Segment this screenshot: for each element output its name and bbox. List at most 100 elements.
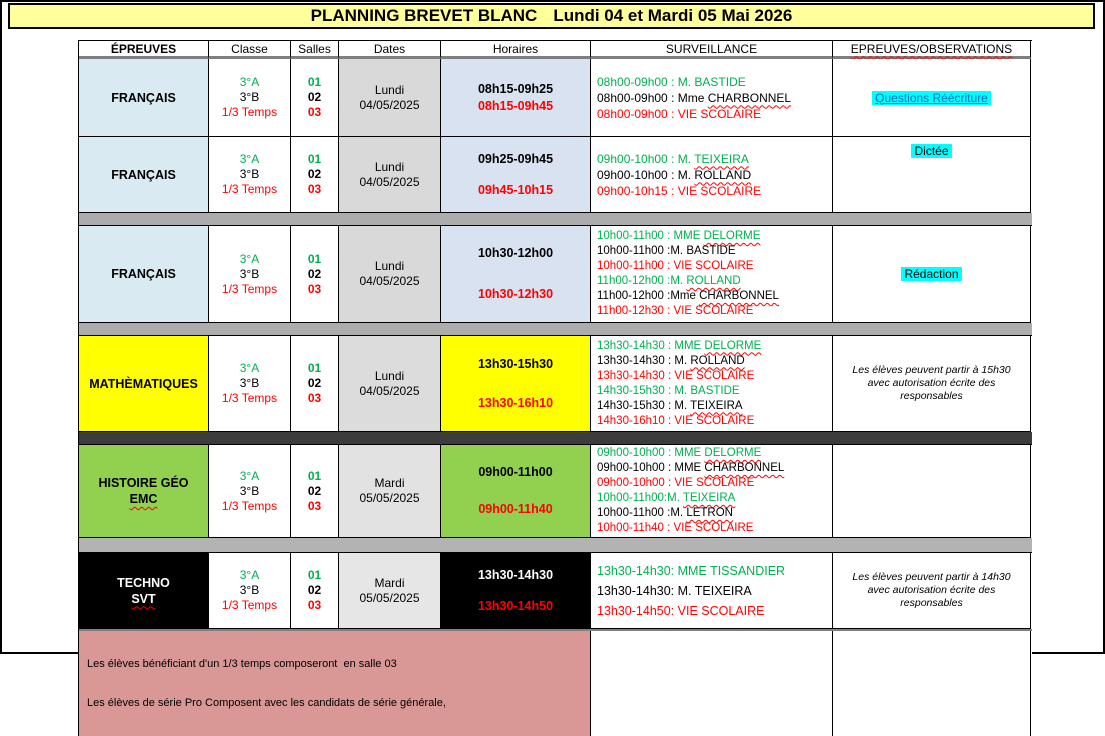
classe-value: 3°A bbox=[239, 361, 260, 375]
cell-epreuve: FRANÇAIS bbox=[79, 226, 209, 323]
surveillance-line: 10h00-11h00 :M. BASTIDE bbox=[597, 245, 736, 257]
surveillance-line: 11h00-12h30 : VIE SCOLAIRE bbox=[597, 305, 754, 317]
surveillance-line: 13h30-14h30: M. TEIXEIRA bbox=[597, 583, 752, 598]
row-separator bbox=[79, 213, 1032, 226]
classe-value: 3°B bbox=[239, 167, 260, 181]
cell-salles: 01 02 03 bbox=[291, 336, 339, 432]
schedule-row-francais-2: FRANÇAIS 3°A 3°B 1/3 Temps 01 02 03 Lundi 04/05/… bbox=[79, 137, 1032, 213]
cell-classe: 3°A 3°B 1/3 Temps bbox=[209, 336, 291, 432]
cell-classe: 3°A 3°B 1/3 Temps bbox=[209, 59, 291, 137]
cell-horaires: 10h30-12h00 10h30-12h30 bbox=[441, 226, 591, 323]
horaire-value: 13h30-16h10 bbox=[477, 395, 554, 410]
schedule-row-francais-3: FRANÇAIS 3°A 3°B 1/3 Temps 01 02 03 Lundi 04/05/… bbox=[79, 226, 1032, 323]
salle-value: 02 bbox=[307, 483, 322, 498]
footer-empty-cell-observations bbox=[833, 631, 1031, 736]
date-value: 05/05/2025 bbox=[359, 590, 420, 605]
cell-epreuve: MATHÈMATIQUES bbox=[79, 336, 209, 432]
classe-value: 3°A bbox=[239, 468, 260, 483]
epreuve-label: FRANÇAIS bbox=[111, 267, 176, 281]
page-title: PLANNING BREVET BLANC bbox=[310, 6, 538, 25]
classe-value: 3°B bbox=[239, 483, 260, 498]
salle-value: 03 bbox=[307, 105, 322, 119]
cell-classe: 3°A 3°B 1/3 Temps bbox=[209, 553, 291, 629]
salle-value: 01 bbox=[307, 75, 322, 89]
surveillance-line: 10h00-11h00 : MME DELORME bbox=[597, 230, 761, 242]
surveillance-line: 13h30-14h50: VIE SCOLAIRE bbox=[597, 603, 765, 618]
classe-value: 3°B bbox=[239, 90, 260, 104]
horaire-value: 10h30-12h30 bbox=[477, 287, 554, 301]
cell-surveillance: 10h00-11h00 : MME DELORME 10h00-11h00 :M.… bbox=[591, 226, 833, 323]
cell-epreuve: FRANÇAIS bbox=[79, 137, 209, 213]
date-value: 04/05/2025 bbox=[359, 274, 420, 288]
horaire-value: 09h00-11h00 bbox=[478, 465, 553, 479]
cell-classe: 3°A 3°B 1/3 Temps bbox=[209, 137, 291, 213]
surveillance-line: 09h00-10h00 : MME CHARBONNEL bbox=[597, 462, 785, 474]
footer-row: Les élèves bénéficiant d'un 1/3 temps co… bbox=[79, 629, 1032, 736]
cell-horaires: 13h30-15h30 13h30-16h10 bbox=[441, 336, 591, 432]
footer-note-cell: Les élèves bénéficiant d'un 1/3 temps co… bbox=[79, 631, 591, 736]
cell-horaires: 09h25-09h45 09h45-10h15 bbox=[441, 137, 591, 213]
cell-observation: Dictée bbox=[833, 137, 1031, 213]
date-value: 04/05/2025 bbox=[359, 383, 420, 398]
cell-surveillance: 08h00-09h00 : M. BASTIDE 08h00-09h00 : Mm… bbox=[591, 59, 833, 137]
cell-salles: 01 02 03 bbox=[291, 137, 339, 213]
cell-observation: Les élèves peuvent partir à 14h30 avec a… bbox=[833, 553, 1031, 629]
epreuve-label: EMC bbox=[129, 492, 158, 506]
cell-epreuve: FRANÇAIS bbox=[79, 59, 209, 137]
cell-observation bbox=[833, 445, 1031, 538]
surveillance-line: 10h00-11h40 : VIE SCOLAIRE bbox=[597, 522, 754, 534]
date-value: Mardi bbox=[374, 575, 405, 590]
observation-note: Les élèves peuvent partir à 14h30 avec a… bbox=[852, 571, 1011, 609]
horaire-value: 10h30-12h00 bbox=[477, 246, 554, 260]
horaire-value: 08h15-09h45 bbox=[477, 98, 554, 113]
classe-value: 1/3 Temps bbox=[221, 182, 278, 196]
footer-note-line-1: Les élèves bénéficiant d'un 1/3 temps co… bbox=[87, 658, 397, 670]
surveillance-line: 14h30-16h10 : VIE SCOLAIRE bbox=[597, 414, 755, 427]
salle-value: 01 bbox=[307, 251, 322, 266]
salle-value: 03 bbox=[307, 391, 322, 405]
cell-dates: Lundi 04/05/2025 bbox=[339, 137, 441, 213]
horaire-value: 09h00-11h40 bbox=[478, 502, 553, 516]
classe-value: 3°B bbox=[239, 583, 260, 597]
column-header-epreuves: ÉPREUVES bbox=[79, 41, 209, 59]
column-header-surveillance: SURVEILLANCE bbox=[591, 41, 833, 59]
schedule-row-francais-1: FRANÇAIS 3°A 3°B 1/3 Temps 01 02 03 Lundi 04/05/… bbox=[79, 59, 1032, 137]
date-value: 05/05/2025 bbox=[359, 491, 420, 505]
cell-observation: Rédaction bbox=[833, 226, 1031, 323]
cell-dates: Mardi 05/05/2025 bbox=[339, 445, 441, 538]
column-header-dates: Dates bbox=[339, 41, 441, 59]
cell-dates: Lundi 04/05/2025 bbox=[339, 226, 441, 323]
cell-horaires: 13h30-14h30 13h30-14h50 bbox=[441, 553, 591, 629]
observation-note: Les élèves peuvent partir à 15h30 avec a… bbox=[852, 364, 1011, 402]
surveillance-line: 08h00-09h00 : VIE SCOLAIRE bbox=[597, 106, 762, 121]
cell-classe: 3°A 3°B 1/3 Temps bbox=[209, 445, 291, 538]
surveillance-line: 09h00-10h00 : VIE SCOLAIRE bbox=[597, 477, 755, 489]
cell-salles: 01 02 03 bbox=[291, 445, 339, 538]
column-header-horaires: Horaires bbox=[441, 41, 591, 59]
row-separator bbox=[79, 323, 1032, 336]
date-value: Lundi bbox=[374, 259, 405, 273]
cell-surveillance: 13h30-14h30 : MME DELORME 13h30-14h30 : M… bbox=[591, 336, 833, 432]
salle-value: 03 bbox=[307, 182, 322, 196]
planning-table: ÉPREUVES Classe Salles Dates Horaires SU… bbox=[78, 40, 1032, 736]
horaire-value: 13h30-14h50 bbox=[477, 598, 554, 613]
salle-value: 02 bbox=[307, 266, 322, 281]
salle-value: 02 bbox=[307, 376, 322, 390]
salle-value: 03 bbox=[307, 281, 322, 296]
surveillance-line: 14h30-15h30 : M. TEIXEIRA bbox=[597, 399, 743, 412]
classe-value: 3°B bbox=[239, 376, 260, 390]
cell-salles: 01 02 03 bbox=[291, 59, 339, 137]
surveillance-line: 10h00-11h00 :M. LETRON bbox=[597, 507, 733, 519]
column-header-observations: EPREUVES/OBSERVATIONS bbox=[833, 41, 1031, 59]
cell-classe: 3°A 3°B 1/3 Temps bbox=[209, 226, 291, 323]
classe-value: 1/3 Temps bbox=[221, 105, 278, 119]
surveillance-line: 13h30-14h30: MME TISSANDIER bbox=[597, 563, 786, 578]
schedule-row-histoire-geo-emc: HISTOIRE GÉO EMC 3°A 3°B 1/3 Temps 01 02 03 Mard… bbox=[79, 445, 1032, 538]
row-separator bbox=[79, 432, 1032, 445]
date-value: Mardi bbox=[374, 476, 405, 490]
cell-observation: Les élèves peuvent partir à 15h30 avec a… bbox=[833, 336, 1031, 432]
surveillance-line: 09h00-10h00 : M. TEIXEIRA bbox=[597, 151, 749, 166]
date-value: 04/05/2025 bbox=[359, 174, 420, 189]
salle-value: 01 bbox=[307, 152, 322, 166]
classe-value: 3°A bbox=[239, 152, 260, 166]
